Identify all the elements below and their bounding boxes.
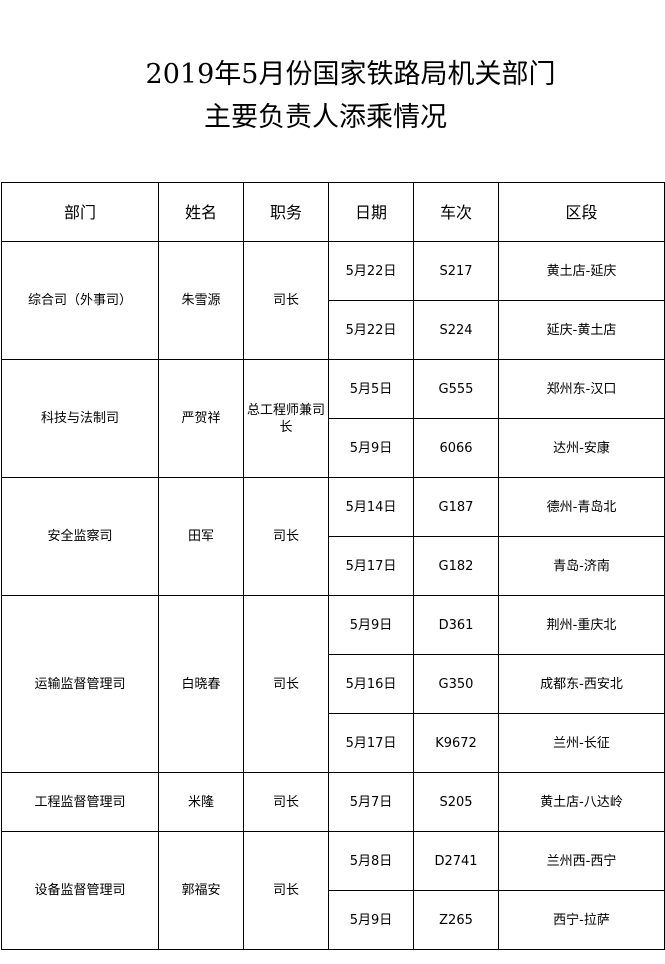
name-cell: 严贺祥 — [158, 359, 244, 478]
section-cell: 达州-安康 — [498, 418, 665, 478]
table-row: 安全监察司 田军 司长 5月14日 G187 德州-青岛北 — [1, 477, 665, 596]
section-cell: 兰州-长征 — [498, 713, 665, 773]
date-cell: 5月9日 — [328, 595, 414, 655]
dept-cell: 综合司（外事司） — [1, 241, 159, 360]
table-row: 综合司（外事司） 朱雪源 司长 5月22日 S217 黄土店-延庆 — [1, 241, 665, 360]
table-row: 5月17日 K9672 兰州-长征 — [2, 713, 665, 773]
train-cell: D361 — [413, 595, 499, 655]
train-cell: S205 — [413, 772, 499, 832]
section-cell: 黄土店-延庆 — [498, 241, 665, 301]
header-date: 日期 — [328, 182, 414, 242]
title-cell: 司长 — [243, 477, 329, 596]
table-row: 科技与法制司 严贺祥 总工程师兼司长 5月5日 G555 郑州东-汉口 — [1, 359, 665, 478]
table-row: 设备监督管理司 郭福安 司长 5月8日 D2741 兰州西-西宁 — [1, 831, 665, 950]
date-cell: 5月14日 — [328, 477, 414, 537]
table-row: 工程监督管理司 米隆 司长 5月7日 S205 黄土店-八达岭 — [1, 772, 665, 832]
title-cell: 司长 — [243, 772, 329, 832]
title-cell: 总工程师兼司长 — [243, 359, 329, 478]
name-cell: 郭福安 — [158, 831, 244, 950]
table-row: 5月9日 Z265 西宁-拉萨 — [2, 890, 665, 950]
date-cell: 5月17日 — [328, 536, 414, 596]
section-cell: 兰州西-西宁 — [498, 831, 665, 891]
train-cell: 6066 — [413, 418, 499, 478]
dept-cell: 运输监督管理司 — [1, 595, 159, 773]
train-cell: G350 — [413, 654, 499, 714]
section-cell: 黄土店-八达岭 — [498, 772, 665, 832]
train-cell: K9672 — [413, 713, 499, 773]
section-cell: 德州-青岛北 — [498, 477, 665, 537]
name-cell: 田军 — [158, 477, 244, 596]
dept-cell: 设备监督管理司 — [1, 831, 159, 950]
table-row: 5月22日 S224 延庆-黄土店 — [2, 300, 665, 360]
train-cell: Z265 — [413, 890, 499, 950]
section-cell: 成都东-西安北 — [498, 654, 665, 714]
header-dept: 部门 — [1, 182, 159, 242]
train-cell: G182 — [413, 536, 499, 596]
date-cell: 5月22日 — [328, 300, 414, 360]
dept-cell: 工程监督管理司 — [1, 772, 159, 832]
title-cell: 司长 — [243, 831, 329, 950]
date-cell: 5月22日 — [328, 241, 414, 301]
train-cell: G187 — [413, 477, 499, 537]
date-cell: 5月5日 — [328, 359, 414, 419]
section-cell: 延庆-黄土店 — [498, 300, 665, 360]
header-train: 车次 — [413, 182, 499, 242]
title-line-1: 2019年5月份国家铁路局机关部门 — [145, 59, 556, 90]
title-line-2: 主要负责人添乘情况 — [204, 102, 447, 133]
table-row: 运输监督管理司 白晓春 司长 5月9日 D361 荆州-重庆北 — [1, 595, 665, 773]
train-cell: S224 — [413, 300, 499, 360]
name-cell: 朱雪源 — [158, 241, 244, 360]
title-cell: 司长 — [243, 595, 329, 773]
section-cell: 西宁-拉萨 — [498, 890, 665, 950]
title-cell: 司长 — [243, 241, 329, 360]
table-row: 5月16日 G350 成都东-西安北 — [2, 654, 665, 714]
date-cell: 5月7日 — [328, 772, 414, 832]
date-cell: 5月17日 — [328, 713, 414, 773]
date-cell: 5月9日 — [328, 418, 414, 478]
ride-table: 部门 姓名 职务 日期 车次 区段 综合司（外事司） 朱雪源 司长 5月22日 S217… — [1, 182, 665, 950]
date-cell: 5月9日 — [328, 890, 414, 950]
train-cell: S217 — [413, 241, 499, 301]
name-cell: 白晓春 — [158, 595, 244, 773]
table-row: 5月9日 6066 达州-安康 — [2, 418, 665, 478]
date-cell: 5月8日 — [328, 831, 414, 891]
dept-cell: 科技与法制司 — [1, 359, 159, 478]
section-cell: 青岛-济南 — [498, 536, 665, 596]
section-cell: 荆州-重庆北 — [498, 595, 665, 655]
train-cell: G555 — [413, 359, 499, 419]
dept-cell: 安全监察司 — [1, 477, 159, 596]
header-row: 部门 姓名 职务 日期 车次 区段 — [1, 182, 665, 242]
section-cell: 郑州东-汉口 — [498, 359, 665, 419]
header-section: 区段 — [498, 182, 665, 242]
date-cell: 5月16日 — [328, 654, 414, 714]
train-cell: D2741 — [413, 831, 499, 891]
header-name: 姓名 — [158, 182, 244, 242]
table-row: 5月17日 G182 青岛-济南 — [2, 536, 665, 596]
header-title: 职务 — [243, 182, 329, 242]
name-cell: 米隆 — [158, 772, 244, 832]
